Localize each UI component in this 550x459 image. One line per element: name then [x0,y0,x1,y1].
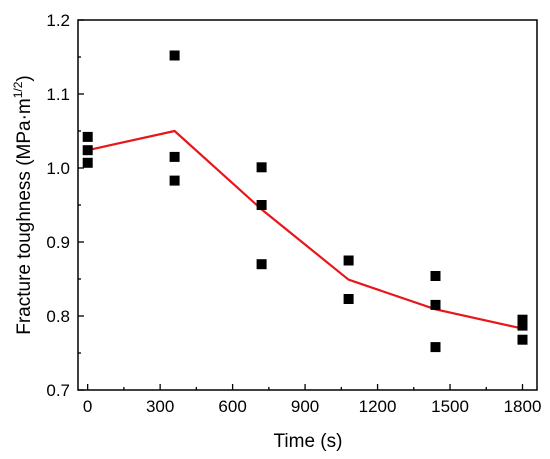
measurement-points-series [82,50,528,353]
data-point-square [517,314,528,325]
y-tick-label: 1.2 [46,11,70,30]
data-point-square [430,271,441,281]
x-tick-label: 1500 [431,397,469,416]
data-point-square [82,131,93,142]
x-tick-label: 900 [291,397,319,416]
data-point-square [517,334,528,345]
x-axis-title: Time (s) [274,431,343,452]
data-point-square [343,255,354,266]
data-point-square [82,145,93,156]
y-axis-title-superscript: 1/2 [11,81,25,98]
fit-line [87,129,523,330]
y-tick-label: 1.1 [46,85,70,104]
data-point-square [169,151,180,162]
x-axis-ticks: 0 300 600 900 1200 1500 1800 [83,384,541,416]
y-axis-title-close: ) [14,75,35,81]
fit-line-series [87,129,523,330]
data-point-square [343,294,354,304]
plot-frame [77,19,538,391]
y-tick-label: 0.7 [46,381,70,400]
data-point-square [430,299,441,310]
data-point-square [256,200,267,210]
data-point-square [256,259,267,270]
y-tick-label: 0.9 [46,233,70,252]
y-tick-label: 1.0 [46,159,70,178]
data-point-square [169,50,180,61]
y-tick-label: 0.8 [46,307,70,326]
data-point-square [169,175,180,186]
y-axis-ticks: 0.7 0.8 0.9 1.0 1.1 1.2 [46,11,84,400]
data-point-square [430,342,441,353]
x-tick-label: 1200 [359,397,397,416]
data-point-square [517,320,528,331]
y-axis-title: Fracture toughness (MPa·m1/2) [11,75,35,335]
x-tick-label: 300 [146,397,174,416]
y-axis-title-main: Fracture toughness (MPa·m [14,98,35,335]
x-tick-label: 600 [218,397,246,416]
x-tick-label: 1800 [504,397,542,416]
x-tick-label: 0 [83,397,92,416]
data-point-square [256,162,267,173]
data-point-square [82,157,93,168]
